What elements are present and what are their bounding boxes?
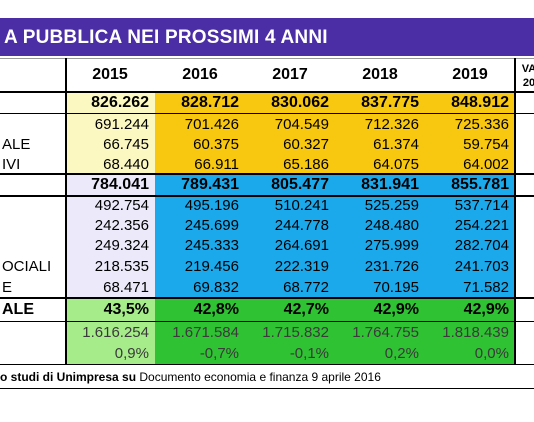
value-cell: 43,5% [65, 297, 155, 322]
value-cell: 1.715.832 [245, 322, 335, 343]
value-cell: 510.241 [245, 196, 335, 215]
column-header: 2017 [272, 66, 308, 83]
value-cell: 60.375 [155, 134, 245, 154]
value-cell: 0,2% [335, 343, 425, 364]
column-header: 2018 [362, 66, 398, 83]
row-label: IVI [2, 155, 21, 173]
value-cell: 495.196 [155, 196, 245, 215]
value-cell: 712.326 [335, 114, 425, 134]
rule [0, 91, 534, 93]
value-cell: 784.041 [65, 174, 155, 196]
column-header: 2019 [452, 66, 488, 83]
value-cell: 492.754 [65, 196, 155, 215]
rule [0, 388, 534, 389]
value-cell: 691.244 [65, 114, 155, 134]
column-rule [65, 58, 67, 364]
value-cell: 242.356 [65, 215, 155, 235]
rule [0, 321, 534, 322]
row-label: E [2, 278, 13, 296]
value-cell: 245.333 [155, 235, 245, 256]
value-cell: 42,7% [245, 297, 335, 322]
rule [0, 297, 534, 299]
row-label: OCIALI [2, 258, 52, 275]
value-cell: 64.002 [425, 154, 515, 174]
column-header: 2016 [182, 66, 218, 83]
value-cell: 248.480 [335, 215, 425, 235]
value-cell: 244.778 [245, 215, 335, 235]
rule [0, 113, 534, 114]
value-cell: 701.426 [155, 114, 245, 134]
value-cell: 231.726 [335, 256, 425, 277]
value-cell: 245.699 [155, 215, 245, 235]
value-cell: 60.327 [245, 134, 335, 154]
value-cell: 525.259 [335, 196, 425, 215]
value-cell: 830.062 [245, 92, 335, 114]
value-cell: 828.712 [155, 92, 245, 114]
title-bar [0, 18, 534, 56]
source-bold: o studi di Unimpresa su [0, 370, 137, 384]
value-cell: 66.745 [65, 134, 155, 154]
value-cell: 218.535 [65, 256, 155, 277]
row-label: ALE [2, 300, 34, 318]
value-cell: 1.671.584 [155, 322, 245, 343]
value-cell: 64.075 [335, 154, 425, 174]
value-cell: 725.336 [425, 114, 515, 134]
column-rule [514, 58, 516, 364]
value-cell: 71.582 [425, 277, 515, 297]
value-cell: 282.704 [425, 235, 515, 256]
value-cell: 264.691 [245, 235, 335, 256]
value-cell: 42,9% [425, 297, 515, 322]
column-header: 2015 [92, 66, 128, 83]
rule [0, 364, 534, 365]
rule [0, 173, 534, 175]
value-cell: 61.374 [335, 134, 425, 154]
value-cell: 219.456 [155, 256, 245, 277]
value-cell: 704.549 [245, 114, 335, 134]
value-cell: 68.772 [245, 277, 335, 297]
value-cell: 831.941 [335, 174, 425, 196]
row-label: ALE [2, 135, 31, 153]
value-cell: 222.319 [245, 256, 335, 277]
value-cell: 537.714 [425, 196, 515, 215]
source-text: Documento economia e finanza 9 aprile 20… [139, 370, 381, 384]
value-cell: 0,0% [425, 343, 515, 364]
title: A PUBBLICA NEI PROSSIMI 4 ANNI [4, 27, 328, 48]
value-cell: 1.818.439 [425, 322, 515, 343]
value-cell: 0,9% [65, 343, 155, 364]
value-cell: 249.324 [65, 235, 155, 256]
value-cell: 805.477 [245, 174, 335, 196]
value-cell: 275.999 [335, 235, 425, 256]
value-cell: 65.186 [245, 154, 335, 174]
value-cell: 789.431 [155, 174, 245, 196]
value-cell: 1.764.755 [335, 322, 425, 343]
value-cell: -0,1% [245, 343, 335, 364]
partial-header-line: 20 [522, 77, 534, 89]
partial-header-line: VA [521, 63, 534, 75]
value-cell: 254.221 [425, 215, 515, 235]
value-cell: 66.911 [155, 154, 245, 174]
value-cell: 42,8% [155, 297, 245, 322]
partial-column-header: VA 20 [514, 62, 534, 90]
value-cell: 855.781 [425, 174, 515, 196]
rule [0, 58, 534, 59]
value-cell: 1.616.254 [65, 322, 155, 343]
value-cell: 837.775 [335, 92, 425, 114]
value-cell: 68.471 [65, 277, 155, 297]
value-cell: 70.195 [335, 277, 425, 297]
rule [0, 195, 534, 197]
source-note: o studi di Unimpresa su Documento econom… [0, 370, 381, 384]
value-cell: 69.832 [155, 277, 245, 297]
value-cell: 241.703 [425, 256, 515, 277]
value-cell: 68.440 [65, 154, 155, 174]
value-cell: -0,7% [155, 343, 245, 364]
value-cell: 59.754 [425, 134, 515, 154]
value-cell: 848.912 [425, 92, 515, 114]
value-cell: 826.262 [65, 92, 155, 114]
value-cell: 42,9% [335, 297, 425, 322]
